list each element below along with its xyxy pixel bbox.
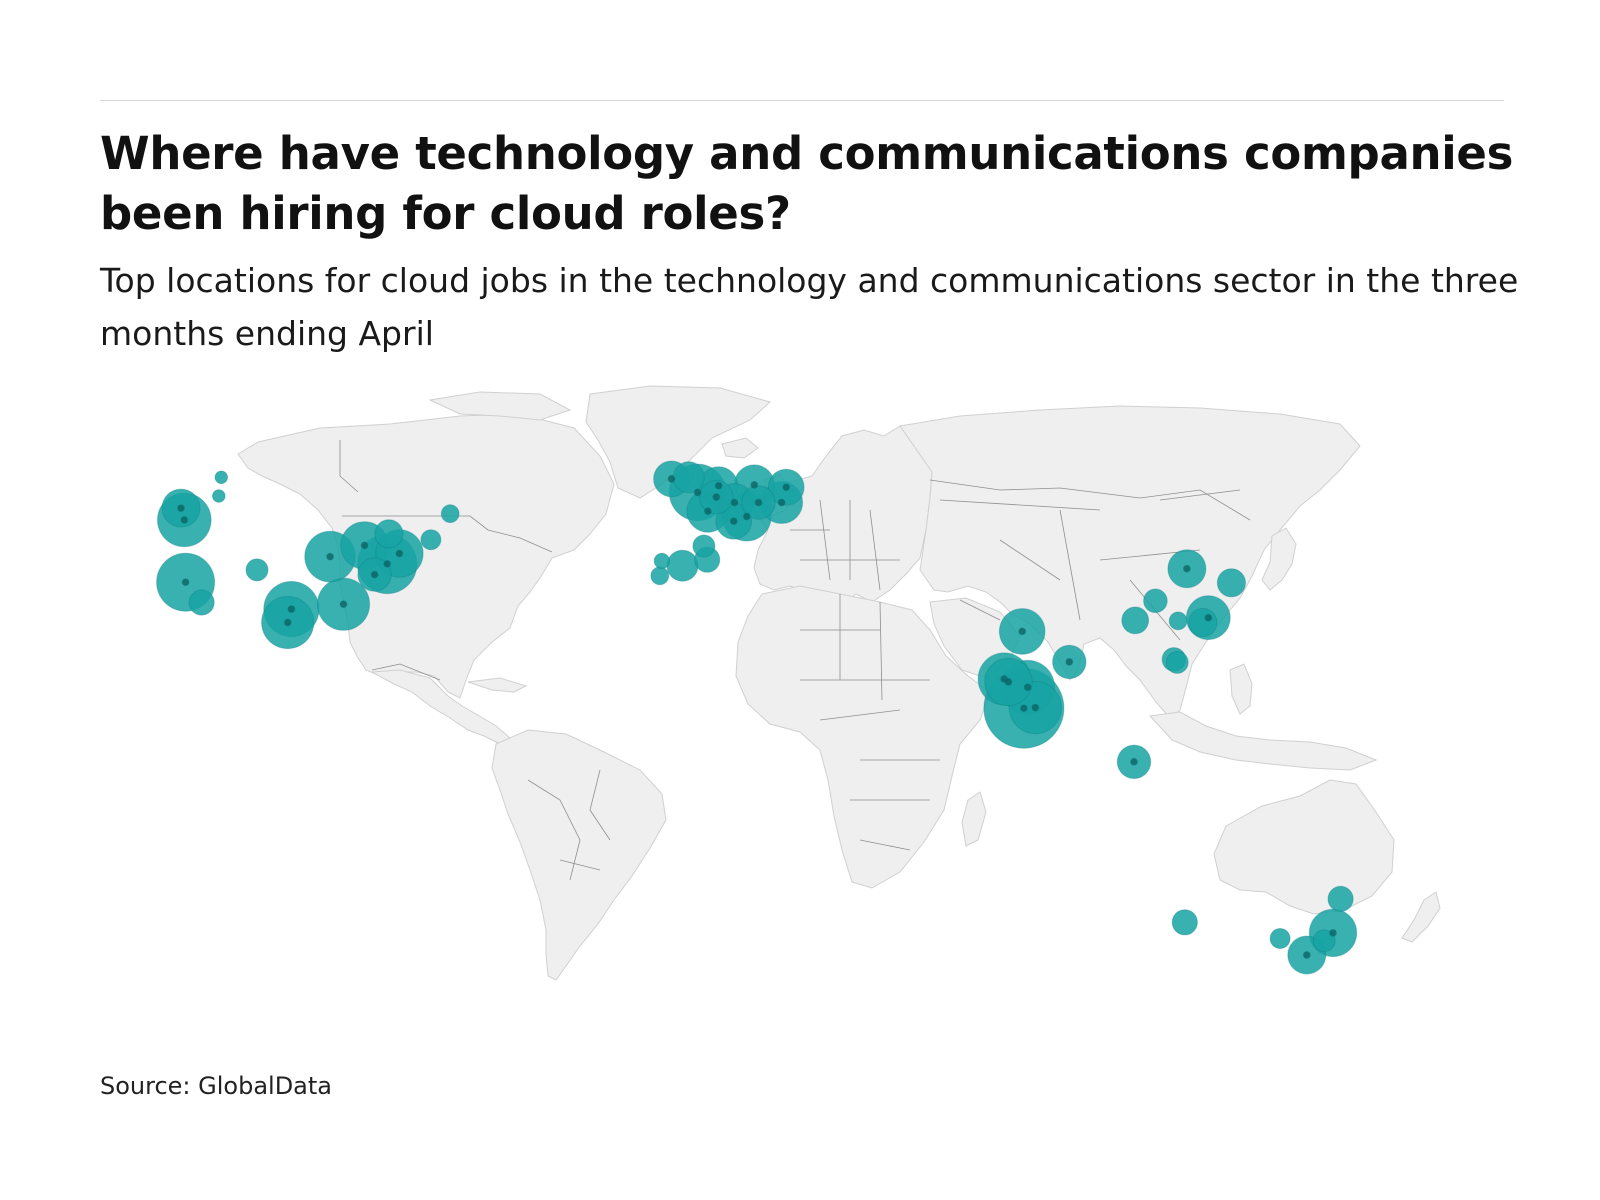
- chart-subtitle: Top locations for cloud jobs in the tech…: [100, 261, 1519, 353]
- bubble-core-kolkata: [1065, 657, 1074, 666]
- bubble-edmonton[interactable]: [214, 470, 229, 485]
- bubble-newfoundland[interactable]: [440, 504, 460, 524]
- land-arctic-islands: [428, 391, 572, 421]
- border-africa: [800, 594, 940, 851]
- land-philippines: [1229, 663, 1253, 715]
- bubble-porto[interactable]: [653, 552, 671, 570]
- bubble-core-shanghai: [1204, 613, 1213, 622]
- bubble-core-san-francisco-bay-area: [181, 578, 190, 587]
- bubble-denver[interactable]: [245, 558, 269, 582]
- bubble-core-brussels: [712, 493, 721, 502]
- bubble-lisbon[interactable]: [650, 566, 670, 586]
- bubble-madrid[interactable]: [666, 549, 699, 582]
- land-asia: [899, 405, 1361, 719]
- bubble-halifax[interactable]: [420, 529, 442, 551]
- bubble-core-singapore: [1130, 757, 1138, 766]
- bubble-toulouse[interactable]: [692, 534, 716, 558]
- border-us-mexico: [371, 663, 441, 681]
- bubble-core-vancouver: [177, 504, 185, 513]
- land-africa: [735, 585, 991, 889]
- bubble-hangzhou[interactable]: [1188, 607, 1218, 638]
- bubble-manchester[interactable]: [672, 461, 705, 494]
- bubble-core-dallas: [287, 605, 296, 614]
- bubble-core-sydney: [1329, 928, 1337, 937]
- world-map: [0, 380, 1600, 1020]
- top-divider: [100, 100, 1504, 101]
- bubble-core-prague: [754, 498, 763, 507]
- border-us-canada: [342, 515, 553, 553]
- bubble-xi-an[interactable]: [1143, 588, 1168, 614]
- bubble-core-amsterdam: [714, 481, 723, 490]
- bubble-core-frankfurt: [730, 498, 739, 507]
- bubble-layer: [156, 460, 1358, 975]
- land-layer: [237, 385, 1441, 981]
- bubble-shenzhen[interactable]: [1165, 650, 1189, 674]
- bubble-core-london: [693, 488, 702, 497]
- bubble-montreal[interactable]: [374, 519, 404, 549]
- bubble-core-munich: [742, 512, 751, 521]
- bubble-core-washington-dc: [370, 570, 379, 579]
- bubble-core-warsaw: [782, 483, 791, 492]
- bubble-adelaide[interactable]: [1269, 928, 1291, 949]
- bubble-core-new-york: [383, 559, 392, 568]
- land-iceland: [721, 437, 759, 459]
- land-australia: [1213, 779, 1395, 915]
- bubble-core-pune: [1004, 677, 1013, 686]
- bubble-core-seattle: [180, 515, 189, 524]
- land-north-america: [237, 413, 615, 699]
- land-new-zealand: [1401, 891, 1441, 943]
- land-indonesia: [1148, 711, 1378, 771]
- bubble-core-austin: [283, 618, 292, 627]
- bubble-core-chennai: [1031, 703, 1040, 712]
- bubble-core-chicago: [326, 552, 335, 561]
- bubble-core-krakow: [777, 498, 786, 507]
- bubble-wuhan[interactable]: [1168, 611, 1188, 631]
- land-japan: [1261, 527, 1297, 591]
- bubble-core-boston: [395, 549, 404, 558]
- bubble-brisbane[interactable]: [1327, 885, 1354, 913]
- border-russia: [929, 479, 1251, 521]
- bubble-core-paris: [703, 507, 712, 516]
- bubble-core-bangalore: [1019, 704, 1028, 713]
- land-caribbean: [467, 677, 528, 693]
- source-note: Source: GlobalData: [100, 1072, 333, 1100]
- bubble-los-angeles[interactable]: [188, 589, 215, 616]
- bubble-calgary[interactable]: [212, 489, 226, 503]
- chart-title: Where have technology and communications…: [100, 127, 1514, 240]
- land-south-america: [491, 729, 667, 981]
- bubble-core-berlin: [750, 480, 759, 489]
- border-europe: [790, 499, 900, 591]
- bubble-canberra[interactable]: [1312, 929, 1336, 953]
- bubble-perth[interactable]: [1171, 909, 1198, 936]
- bubble-core-beijing: [1182, 564, 1191, 573]
- bubble-core-delhi: [1018, 627, 1027, 636]
- bubble-core-zurich: [729, 517, 738, 526]
- land-madagascar: [961, 791, 987, 847]
- world-map-svg: [156, 385, 1441, 981]
- land-europe: [739, 425, 941, 607]
- bubble-chengdu[interactable]: [1121, 606, 1150, 635]
- bubble-core-melbourne: [1302, 951, 1311, 959]
- bubble-core-dublin: [667, 474, 676, 483]
- bubble-seoul[interactable]: [1216, 568, 1247, 598]
- bubble-core-hyderabad: [1023, 683, 1032, 692]
- border-south-america: [527, 769, 611, 881]
- border-alaska: [339, 440, 359, 493]
- bubble-core-toronto: [360, 541, 369, 550]
- bubble-core-atlanta: [339, 600, 348, 609]
